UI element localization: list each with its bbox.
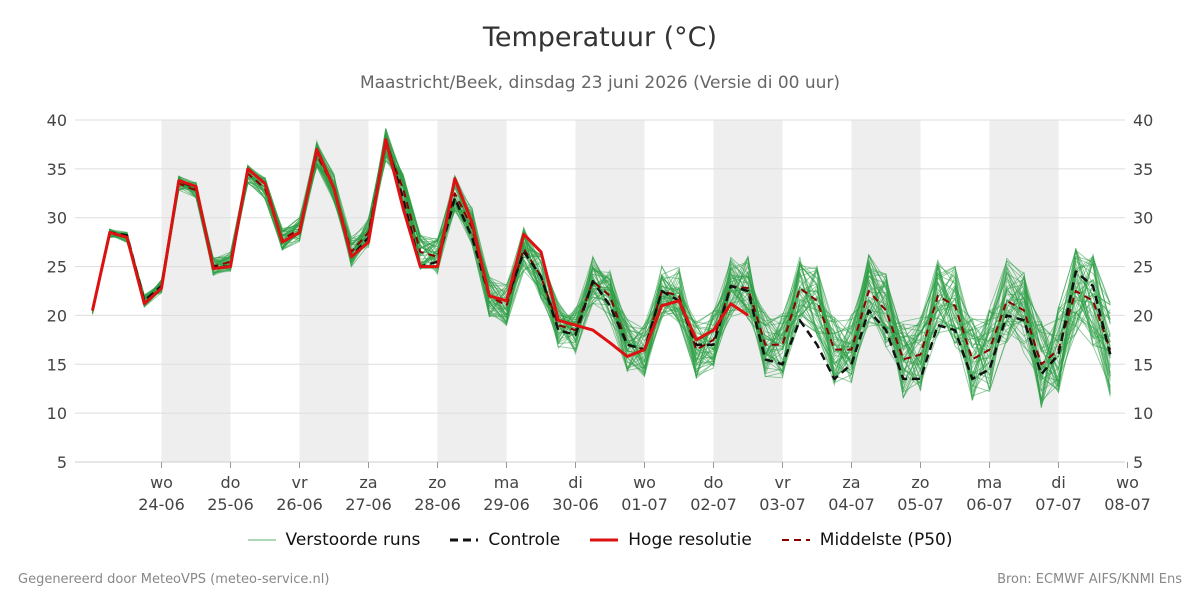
legend-swatch-hres — [590, 538, 619, 542]
y-tick-right-20: 20 — [1133, 306, 1153, 325]
ensemble-member-19 — [92, 138, 1111, 408]
y-axis-right: 5 10 15 20 25 30 35 40 — [1133, 111, 1153, 472]
legend-item-hres: Hoge resolutie — [590, 530, 752, 550]
y-tick-left-10: 10 — [47, 404, 67, 423]
legend-label-control: Controle — [488, 530, 561, 550]
main-series-lines — [91, 138, 1112, 381]
x-tick-day-8: do — [704, 473, 724, 492]
y-tick-right-15: 15 — [1133, 355, 1153, 374]
legend-label-hres: Hoge resolutie — [628, 530, 752, 550]
x-tick-day-3: za — [359, 473, 377, 492]
x-tick-date-8: 02-07 — [690, 495, 737, 514]
x-tick-date-5: 29-06 — [483, 495, 530, 514]
x-tick-day-2: vr — [291, 473, 307, 492]
y-tick-right-30: 30 — [1133, 209, 1153, 228]
footer-generator: Gegenereerd door MeteoVPS (meteo-service… — [18, 572, 330, 587]
x-tick-date-13: 07-07 — [1035, 495, 1082, 514]
x-tick-day-0: wo — [150, 473, 173, 492]
series-line-hres — [91, 138, 749, 358]
legend-label-p50: Middelste (P50) — [819, 530, 953, 550]
x-tick-day-12: ma — [977, 473, 1002, 492]
weekend-band-0 — [161, 120, 231, 462]
x-tick-date-7: 01-07 — [621, 495, 668, 514]
ensemble-member-49 — [92, 159, 1111, 381]
y-tick-right-10: 10 — [1133, 404, 1153, 423]
x-tick-date-1: 25-06 — [207, 495, 254, 514]
x-tick-date-6: 30-06 — [552, 495, 599, 514]
legend-swatch-control — [450, 538, 479, 542]
x-tick-day-5: ma — [494, 473, 519, 492]
weekend-band-1 — [299, 120, 369, 462]
y-tick-left-20: 20 — [47, 306, 67, 325]
x-tick-date-14: 08-07 — [1104, 495, 1151, 514]
legend-item-ensemble: Verstoorde runs — [247, 530, 421, 550]
legend-label-ensemble: Verstoorde runs — [285, 530, 421, 550]
y-tick-right-40: 40 — [1133, 111, 1153, 130]
y-tick-left-5: 5 — [57, 453, 67, 472]
weekend-bands — [161, 120, 1059, 462]
legend-swatch-p50 — [781, 539, 810, 541]
weekend-band-2 — [437, 120, 507, 462]
x-tick-day-14: wo — [1116, 473, 1139, 492]
x-tick-date-4: 28-06 — [414, 495, 461, 514]
ensemble-member-35 — [92, 137, 1111, 392]
x-tick-date-12: 06-07 — [966, 495, 1013, 514]
x-tick-day-13: di — [1051, 473, 1066, 492]
x-tick-date-10: 04-07 — [828, 495, 875, 514]
legend-swatch-ensemble — [247, 539, 276, 541]
x-tick-date-11: 05-07 — [897, 495, 944, 514]
y-tick-right-25: 25 — [1133, 258, 1153, 277]
ensemble-member-42 — [92, 143, 1111, 389]
x-axis: wo 24-06 do 25-06 vr 26-06 za 27-06 zo 28-06 ma 29-… — [138, 462, 1151, 514]
legend-item-p50: Middelste (P50) — [781, 530, 953, 550]
y-tick-left-35: 35 — [47, 160, 67, 179]
x-tick-date-9: 03-07 — [759, 495, 806, 514]
x-tick-day-11: zo — [911, 473, 929, 492]
x-tick-date-0: 24-06 — [138, 495, 185, 514]
y-tick-left-30: 30 — [47, 209, 67, 228]
x-tick-day-9: vr — [774, 473, 790, 492]
y-tick-left-40: 40 — [47, 111, 67, 130]
x-tick-day-7: wo — [633, 473, 656, 492]
series-line-control — [91, 138, 1112, 381]
x-tick-day-10: za — [842, 473, 860, 492]
y-tick-left-15: 15 — [47, 355, 67, 374]
chart-subtitle: Maastricht/Beek, dinsdag 23 juni 2026 (V… — [359, 73, 841, 93]
legend-item-control: Controle — [450, 530, 560, 550]
chart-title: Temperatuur (°C) — [482, 22, 718, 53]
x-tick-day-4: zo — [428, 473, 446, 492]
x-tick-day-1: do — [221, 473, 241, 492]
x-tick-day-6: di — [568, 473, 583, 492]
x-tick-date-2: 26-06 — [276, 495, 323, 514]
y-tick-left-25: 25 — [47, 258, 67, 277]
footer-source: Bron: ECMWF AIFS/KNMI Ens — [997, 572, 1182, 587]
x-tick-date-3: 27-06 — [345, 495, 392, 514]
y-tick-right-35: 35 — [1133, 160, 1153, 179]
y-tick-right-5: 5 — [1133, 453, 1143, 472]
chart-legend: Verstoorde runs Controle Hoge resolutie … — [0, 530, 1200, 550]
y-axis-left: 5 10 15 20 25 30 35 40 — [47, 111, 67, 472]
